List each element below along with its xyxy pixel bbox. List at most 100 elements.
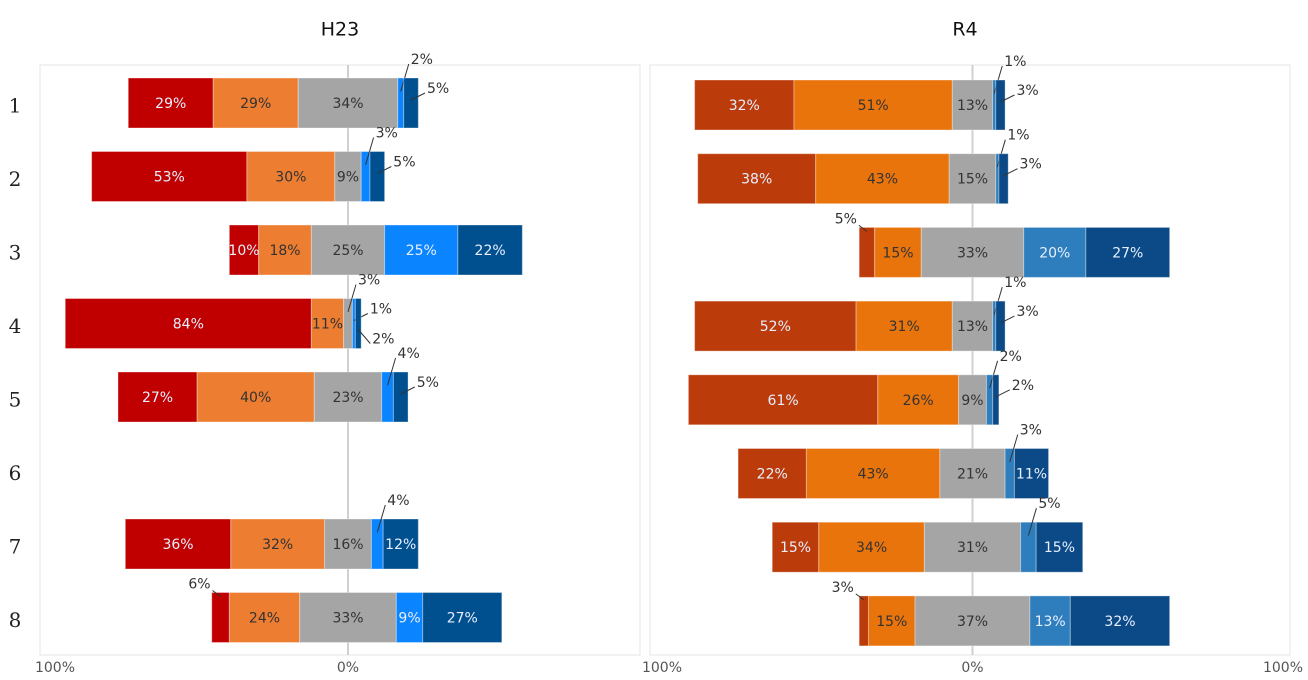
bar-segment (992, 374, 1000, 426)
category-label: 6 (9, 461, 22, 485)
data-label: 3% (376, 126, 398, 142)
data-label: 43% (867, 172, 898, 188)
bar-segment (948, 153, 997, 205)
bar-segment (343, 298, 353, 349)
bar-segment (951, 79, 994, 131)
bar-segment (1013, 448, 1050, 499)
category-label: 5 (9, 388, 22, 412)
leader-line (993, 286, 1003, 315)
leader-line (996, 139, 1006, 168)
data-label: 15% (882, 245, 913, 261)
data-label: 22% (475, 243, 506, 259)
bar-segment (858, 595, 869, 647)
data-label: 61% (768, 393, 799, 409)
bar-segment (1004, 448, 1015, 499)
data-label: 25% (332, 243, 363, 259)
bar-segment (382, 518, 419, 570)
plot-frame (649, 64, 1291, 656)
data-label: 18% (269, 243, 300, 259)
data-label: 52% (760, 319, 791, 335)
bar-segment (64, 298, 312, 349)
data-label: 3% (1020, 423, 1042, 439)
leader-line (1000, 315, 1015, 324)
bar-segment (354, 298, 362, 349)
bar-segment (403, 77, 419, 129)
data-label: 15% (876, 614, 907, 630)
bar-segment (297, 77, 399, 129)
bar-segment (877, 374, 960, 426)
data-label: 9% (961, 393, 983, 409)
leader-line (855, 593, 865, 601)
data-label: 9% (398, 611, 420, 627)
bar-segment (127, 77, 214, 129)
leader-line (377, 166, 392, 174)
data-label: 23% (332, 390, 363, 406)
bar-segment (793, 79, 953, 131)
x-tick-label: 100% (1263, 660, 1303, 676)
bar-segment (855, 300, 953, 352)
bar-segment (370, 518, 384, 570)
leader-line (400, 386, 415, 395)
bar-segment (397, 77, 405, 129)
data-label: 3% (832, 580, 854, 596)
bar-segment (998, 153, 1009, 205)
leader-line (212, 590, 221, 597)
bar-segment (874, 226, 922, 278)
bar-segment (1029, 595, 1071, 647)
data-label: 32% (262, 537, 293, 553)
bar-segment (360, 151, 371, 202)
bar-segment (939, 448, 1006, 499)
bar-segment (771, 521, 820, 573)
data-label: 30% (275, 170, 306, 186)
bar-segment (694, 300, 857, 352)
data-label: 2% (372, 332, 394, 348)
data-label: 1% (370, 302, 392, 318)
leader-line (995, 389, 1011, 398)
category-label: 3 (9, 241, 22, 265)
bar-segment (1035, 521, 1084, 573)
data-label: 20% (1039, 245, 1070, 261)
leader-line (1009, 434, 1019, 462)
data-label: 1% (1007, 128, 1029, 144)
data-label: 2% (1000, 349, 1022, 365)
bar-segment (124, 518, 232, 570)
bar-segment (995, 153, 1000, 205)
data-label: 31% (889, 319, 920, 335)
leader-line (365, 137, 375, 165)
category-label: 4 (9, 314, 22, 338)
bar-segment (697, 153, 817, 205)
data-label: 34% (332, 96, 363, 112)
data-label: 40% (240, 390, 271, 406)
data-label: 4% (387, 493, 409, 509)
data-label: 27% (1112, 245, 1143, 261)
bar-segment (228, 592, 301, 643)
bar-segment (212, 77, 299, 129)
bar-segment (351, 298, 356, 349)
bar-segment (422, 592, 503, 643)
category-label: 7 (9, 535, 22, 559)
bar-segment (196, 371, 315, 423)
bar-segment (299, 592, 397, 643)
data-label: 5% (835, 211, 857, 227)
leader-line (1003, 168, 1018, 177)
data-label: 9% (337, 170, 359, 186)
bar-segment (91, 151, 248, 202)
bar-segment (995, 79, 1006, 131)
bar-segment (1069, 595, 1171, 647)
category-label: 2 (9, 167, 22, 191)
data-label: 26% (903, 393, 934, 409)
data-label: 2% (411, 52, 433, 68)
data-label: 51% (858, 98, 889, 114)
leader-line (993, 65, 1003, 94)
data-label: 38% (741, 172, 772, 188)
leader-line (376, 504, 386, 533)
data-label: 13% (1035, 614, 1066, 630)
data-label: 36% (162, 537, 193, 553)
category-label: 8 (9, 608, 22, 632)
data-label: 43% (858, 467, 889, 483)
data-label: 5% (427, 81, 449, 97)
data-label: 3% (1016, 83, 1038, 99)
bar-segment (392, 371, 409, 423)
data-label: 31% (957, 540, 988, 556)
bar-segment (995, 300, 1006, 352)
